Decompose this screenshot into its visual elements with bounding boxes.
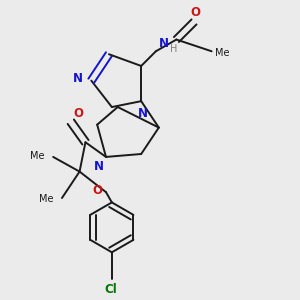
Text: N: N (138, 107, 148, 120)
Text: O: O (93, 184, 103, 197)
Text: Me: Me (39, 194, 53, 204)
Text: O: O (190, 6, 200, 19)
Text: N: N (159, 37, 169, 50)
Text: O: O (73, 107, 83, 120)
Text: Me: Me (215, 48, 230, 58)
Text: Cl: Cl (104, 283, 117, 296)
Text: H: H (170, 44, 177, 54)
Text: N: N (73, 72, 82, 85)
Text: Me: Me (30, 151, 44, 161)
Text: N: N (94, 160, 103, 173)
